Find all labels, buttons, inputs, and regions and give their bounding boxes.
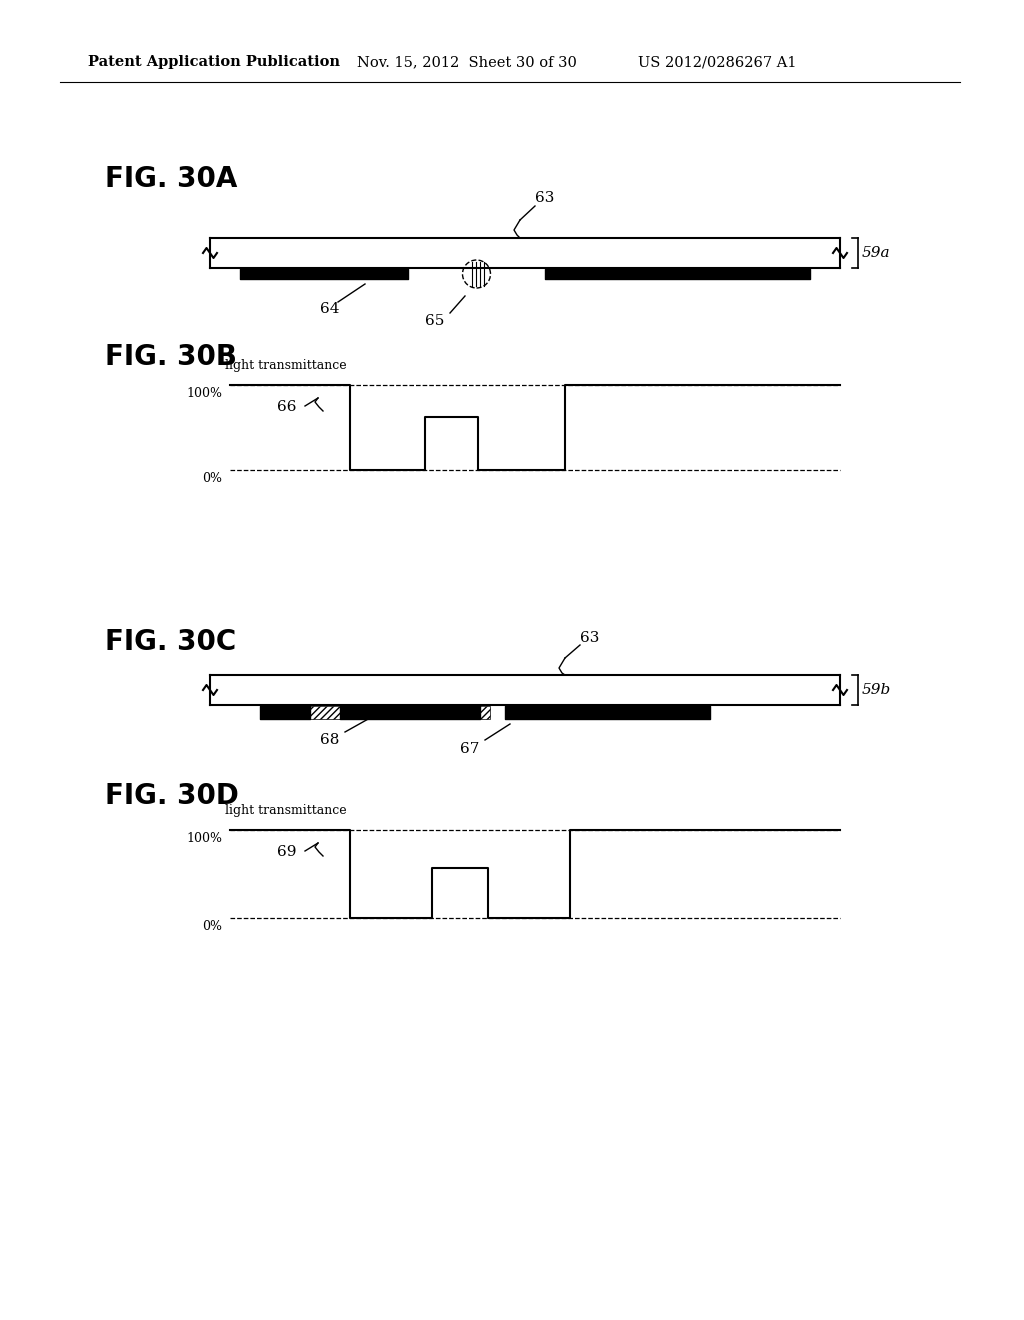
- Text: 0%: 0%: [202, 473, 222, 484]
- Text: 63: 63: [536, 191, 555, 205]
- Text: Patent Application Publication: Patent Application Publication: [88, 55, 340, 69]
- Text: 68: 68: [321, 733, 340, 747]
- Text: 59a: 59a: [862, 246, 891, 260]
- Text: FIG. 30A: FIG. 30A: [105, 165, 238, 193]
- Text: US 2012/0286267 A1: US 2012/0286267 A1: [638, 55, 797, 69]
- Text: 69: 69: [278, 845, 297, 859]
- Text: 66: 66: [278, 400, 297, 414]
- Text: 65: 65: [425, 314, 444, 327]
- Text: 100%: 100%: [186, 387, 222, 400]
- Text: 64: 64: [321, 302, 340, 315]
- Text: Nov. 15, 2012  Sheet 30 of 30: Nov. 15, 2012 Sheet 30 of 30: [357, 55, 577, 69]
- Text: 67: 67: [461, 742, 479, 756]
- Text: 59b: 59b: [862, 682, 891, 697]
- Text: 100%: 100%: [186, 832, 222, 845]
- Bar: [260, 706, 490, 719]
- Text: light transmittance: light transmittance: [225, 804, 347, 817]
- Text: FIG. 30D: FIG. 30D: [105, 781, 239, 810]
- Text: light transmittance: light transmittance: [225, 359, 347, 372]
- Text: 63: 63: [581, 631, 600, 645]
- Text: FIG. 30C: FIG. 30C: [105, 628, 237, 656]
- Text: FIG. 30B: FIG. 30B: [105, 343, 237, 371]
- Text: 0%: 0%: [202, 920, 222, 933]
